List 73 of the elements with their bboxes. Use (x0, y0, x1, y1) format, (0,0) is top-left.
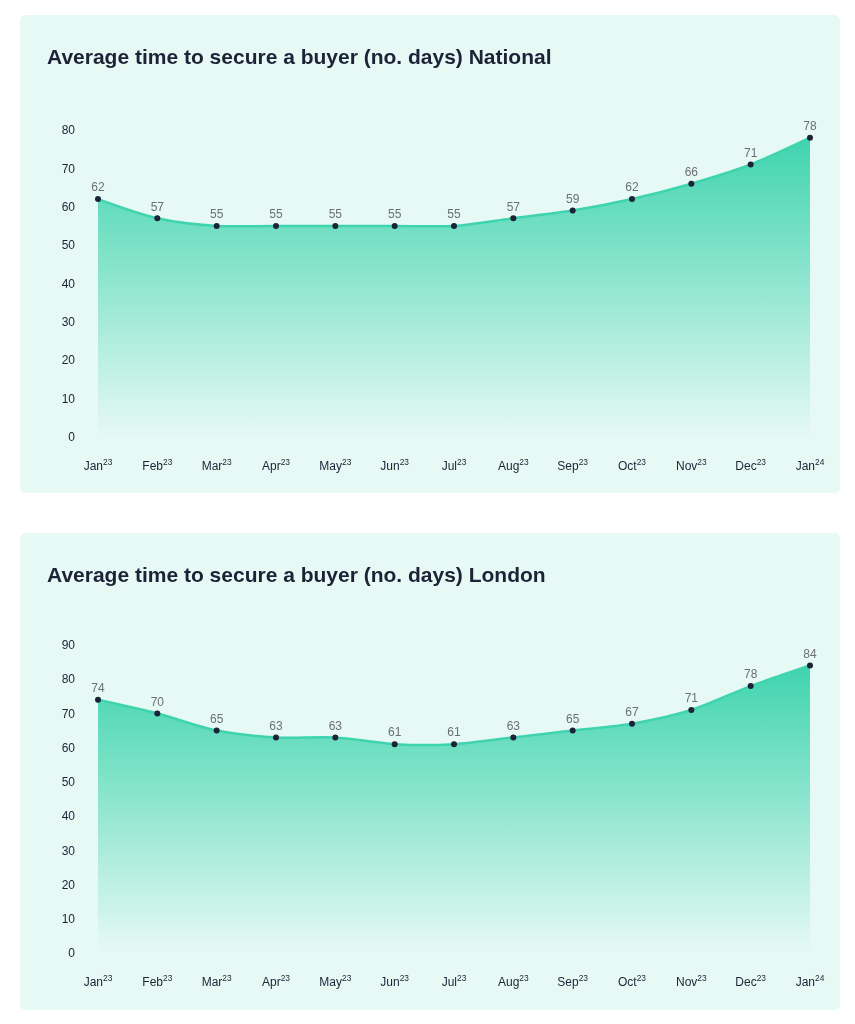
data-label: 66 (684, 164, 699, 179)
y-tick-label: 30 (61, 843, 76, 858)
data-label: 65 (565, 711, 580, 726)
y-tick-label: 50 (61, 775, 76, 790)
y-tick-label: 40 (61, 809, 76, 824)
data-label: 71 (684, 691, 699, 706)
x-tick-label: May$^{23}$ (319, 972, 352, 989)
x-tick-label: Mar$^{23}$ (201, 972, 232, 989)
y-tick-label: 10 (61, 391, 76, 406)
data-label: 62 (91, 180, 105, 195)
x-tick-label: Oct$^{23}$ (618, 972, 647, 989)
x-tick-label: Sep$^{23}$ (557, 972, 589, 989)
y-tick-label: 80 (61, 123, 76, 138)
x-tick-label: Apr$^{23}$ (261, 456, 291, 473)
x-tick-label: Dec$^{23}$ (735, 456, 767, 473)
x-tick-label: Apr$^{23}$ (261, 972, 291, 989)
data-label: 59 (565, 191, 580, 206)
y-tick-label: 0 (68, 430, 76, 445)
x-tick-label: Feb$^{23}$ (142, 972, 173, 989)
x-tick-label: Jul$^{23}$ (441, 972, 467, 989)
y-tick-label: 20 (61, 353, 76, 368)
y-tick-label: 20 (61, 877, 76, 892)
x-tick-label: Jan$^{24}$ (795, 456, 825, 473)
x-tick-label: Jun$^{23}$ (380, 972, 410, 989)
data-label: 71 (743, 145, 758, 160)
data-label: 55 (269, 207, 283, 222)
y-tick-label: 40 (61, 276, 76, 291)
x-tick-label: Aug$^{23}$ (497, 456, 529, 473)
data-label: 61 (447, 725, 461, 740)
data-label: 61 (387, 725, 402, 740)
x-tick-label: Oct$^{23}$ (618, 456, 647, 473)
x-tick-label: Jan$^{24}$ (795, 972, 825, 989)
data-label: 63 (506, 718, 521, 733)
data-label: 62 (625, 180, 639, 195)
y-tick-label: 70 (61, 161, 76, 176)
x-tick-label: May$^{23}$ (319, 456, 352, 473)
data-label: 55 (447, 207, 461, 222)
x-tick-label: Jul$^{23}$ (441, 456, 467, 473)
y-tick-label: 50 (61, 238, 76, 253)
data-label: 65 (209, 711, 224, 726)
x-tick-label: Jun$^{23}$ (380, 456, 410, 473)
x-tick-label: Feb$^{23}$ (142, 456, 173, 473)
x-tick-label: Jan$^{23}$ (83, 972, 113, 989)
y-tick-label: 10 (61, 911, 76, 926)
data-label: 70 (150, 694, 165, 709)
x-tick-label: Nov$^{23}$ (675, 456, 707, 473)
x-tick-label: Aug$^{23}$ (497, 972, 529, 989)
data-label: 84 (803, 646, 817, 661)
data-label: 55 (209, 207, 224, 222)
y-tick-label: 60 (61, 199, 76, 214)
chart-title: Average time to secure a buyer (no. days) London (47, 563, 546, 587)
x-tick-label: Jan$^{23}$ (83, 456, 113, 473)
x-tick-label: Mar$^{23}$ (201, 456, 232, 473)
data-label: 78 (743, 667, 758, 682)
data-label: 78 (803, 118, 817, 133)
data-label: 63 (328, 718, 343, 733)
data-label: 57 (506, 199, 521, 214)
data-label: 55 (328, 207, 343, 222)
y-tick-label: 70 (61, 706, 76, 721)
x-tick-label: Nov$^{23}$ (675, 972, 707, 989)
y-tick-label: 90 (61, 638, 76, 653)
data-label: 55 (387, 207, 402, 222)
y-tick-label: 80 (61, 672, 76, 687)
data-label: 67 (625, 704, 639, 719)
y-tick-label: 30 (61, 315, 76, 330)
data-label: 74 (91, 681, 105, 696)
x-tick-label: Sep$^{23}$ (557, 456, 589, 473)
data-label: 57 (150, 199, 165, 214)
x-tick-label: Dec$^{23}$ (735, 972, 767, 989)
chart-title: Average time to secure a buyer (no. days) National (47, 45, 552, 69)
data-label: 63 (269, 718, 283, 733)
y-tick-label: 0 (68, 946, 76, 961)
y-tick-label: 60 (61, 740, 76, 755)
